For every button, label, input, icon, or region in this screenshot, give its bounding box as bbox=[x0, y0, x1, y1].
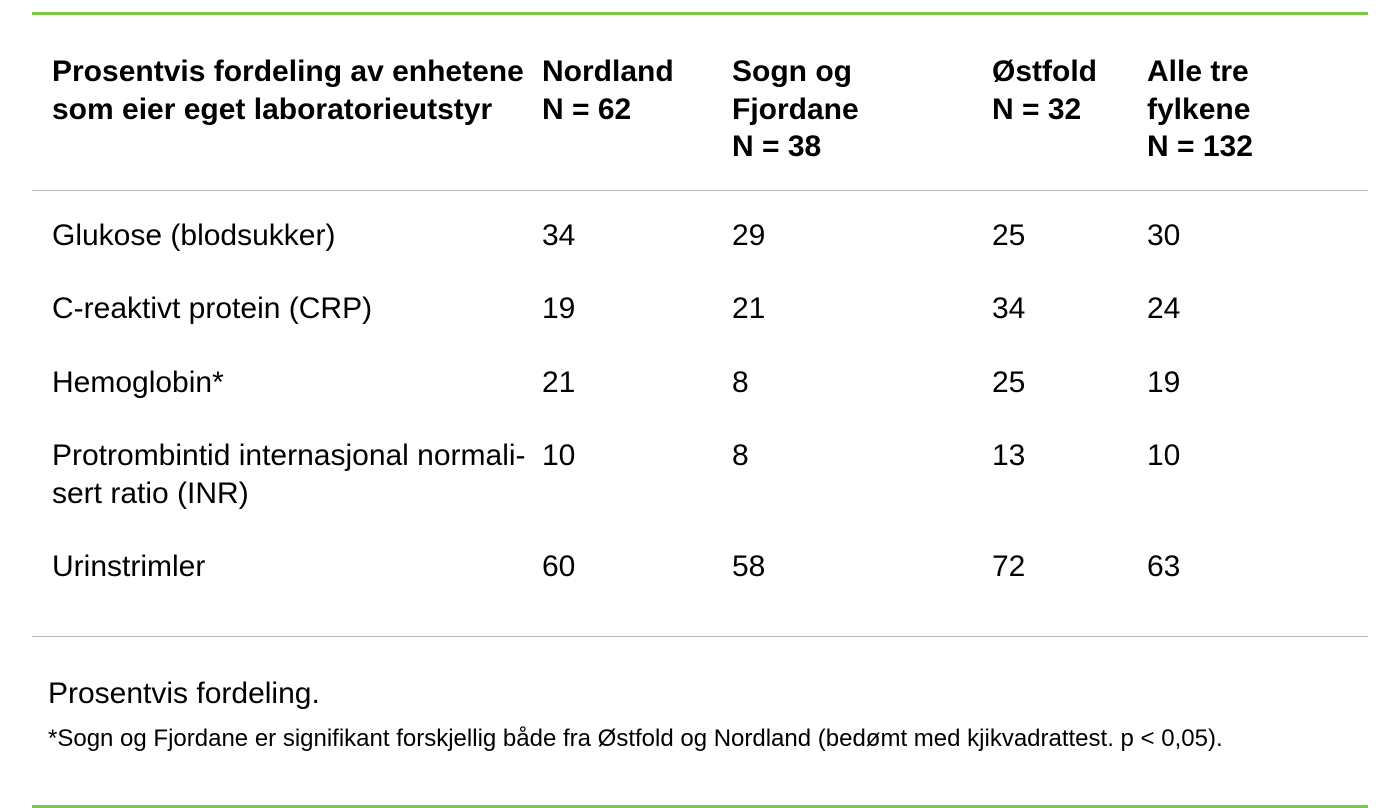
table-row: Hemoglobin*2182519 bbox=[32, 338, 1368, 412]
footnote-sub: *Sogn og Fjordane er signifikant forskje… bbox=[48, 725, 1368, 753]
table-row: Protrombintid internasjonal normali-sert… bbox=[32, 411, 1368, 522]
row-value: 34 bbox=[992, 264, 1147, 338]
row-value: 13 bbox=[992, 411, 1147, 522]
row-value: 10 bbox=[542, 411, 732, 522]
header-col-1-n: N = 38 bbox=[732, 128, 984, 166]
data-table: Prosentvis fordeling av enhetene som eie… bbox=[32, 15, 1368, 596]
row-value: 25 bbox=[992, 190, 1147, 264]
row-label: C-reaktivt protein (CRP) bbox=[32, 264, 542, 338]
header-col-3-n: N = 132 bbox=[1147, 128, 1360, 166]
header-col-1: Sogn og Fjordane N = 38 bbox=[732, 15, 992, 190]
table-row: Glukose (blodsukker)34292530 bbox=[32, 190, 1368, 264]
row-label: Hemoglobin* bbox=[32, 338, 542, 412]
footnote-main: Prosentvis fordeling. bbox=[48, 677, 1368, 711]
table-body: Glukose (blodsukker)34292530C-reaktivt p… bbox=[32, 190, 1368, 596]
header-col-0-name: Nordland bbox=[542, 55, 674, 88]
header-col-2-n: N = 32 bbox=[992, 91, 1139, 129]
row-value: 10 bbox=[1147, 411, 1368, 522]
row-value: 24 bbox=[1147, 264, 1368, 338]
header-label-line1: Prosentvis fordeling av enhetene bbox=[52, 55, 524, 88]
row-value: 19 bbox=[542, 264, 732, 338]
bottom-accent-rule bbox=[32, 805, 1368, 808]
row-label: Glukose (blodsukker) bbox=[32, 190, 542, 264]
row-value: 60 bbox=[542, 522, 732, 596]
header-label-line2: som eier eget laboratorieutstyr bbox=[52, 93, 492, 126]
row-value: 21 bbox=[732, 264, 992, 338]
footnotes: Prosentvis fordeling. *Sogn og Fjordane … bbox=[32, 637, 1368, 793]
table-container: Prosentvis fordeling av enhetene som eie… bbox=[0, 12, 1400, 808]
row-value: 29 bbox=[732, 190, 992, 264]
row-value: 72 bbox=[992, 522, 1147, 596]
header-col-2: Østfold N = 32 bbox=[992, 15, 1147, 190]
header-col-0-n: N = 62 bbox=[542, 91, 724, 129]
table-row: C-reaktivt protein (CRP)19213424 bbox=[32, 264, 1368, 338]
header-col-3: Alle tre fylkene N = 132 bbox=[1147, 15, 1368, 190]
row-label: Protrombintid internasjonal normali-sert… bbox=[32, 411, 542, 522]
header-col-2-name: Østfold bbox=[992, 55, 1097, 88]
row-value: 30 bbox=[1147, 190, 1368, 264]
row-value: 21 bbox=[542, 338, 732, 412]
header-col-3-name: Alle tre fylkene bbox=[1147, 55, 1250, 126]
header-col-1-name: Sogn og Fjordane bbox=[732, 55, 859, 126]
table-head: Prosentvis fordeling av enhetene som eie… bbox=[32, 15, 1368, 190]
row-value: 19 bbox=[1147, 338, 1368, 412]
row-value: 34 bbox=[542, 190, 732, 264]
header-label: Prosentvis fordeling av enhetene som eie… bbox=[32, 15, 542, 190]
row-value: 8 bbox=[732, 338, 992, 412]
row-value: 63 bbox=[1147, 522, 1368, 596]
table-row: Urinstrimler60587263 bbox=[32, 522, 1368, 596]
row-value: 25 bbox=[992, 338, 1147, 412]
row-label: Urinstrimler bbox=[32, 522, 542, 596]
row-value: 8 bbox=[732, 411, 992, 522]
row-value: 58 bbox=[732, 522, 992, 596]
header-col-0: Nordland N = 62 bbox=[542, 15, 732, 190]
